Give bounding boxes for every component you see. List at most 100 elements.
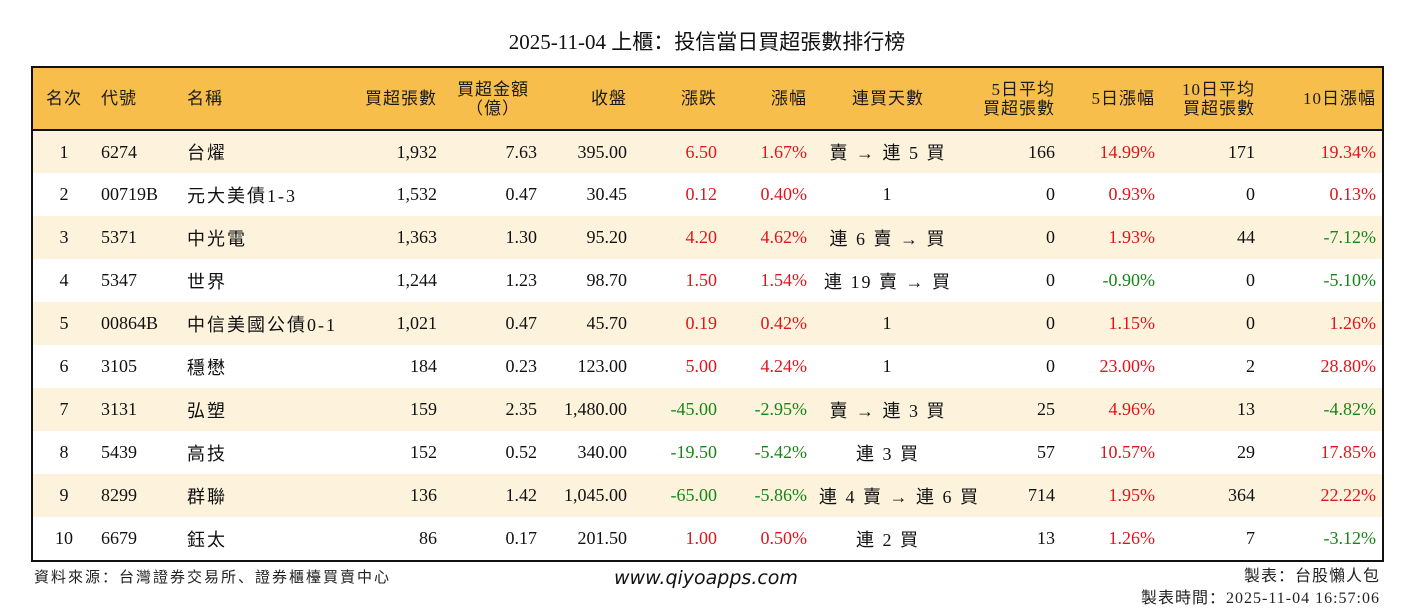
col-header-rank[interactable]: 名次 [46, 89, 82, 108]
cell-rank: 7 [59, 399, 69, 419]
table-row[interactable]: 6 3105 穩懋 184 0.23 123.00 5.00 4.24% 1 0 23.00% 2 28… [33, 345, 1382, 388]
cell-rank: 2 [59, 184, 69, 204]
col-header-net-buy-amount-line1: 買超金額 [457, 79, 529, 99]
table-row[interactable]: 7 3131 弘塑 159 2.35 1,480.00 -45.00 -2.95% 賣 → 連 … [33, 388, 1382, 431]
col-header-close[interactable]: 收盤 [591, 89, 627, 108]
cell-code: 5439 [101, 442, 137, 462]
table-row[interactable]: 9 8299 群聯 136 1.42 1,045.00 -65.00 -5.86% 連 4 賣 … [33, 474, 1382, 517]
cell-streak: 連 19 賣 → 買 [824, 271, 952, 292]
cell-rank: 3 [59, 227, 69, 247]
cell-net-buy-amount: 0.47 [505, 313, 538, 333]
cell-name: 弘塑 [187, 400, 227, 421]
cell-pct10: -4.82% [1323, 399, 1377, 419]
cell-streak: 1 [882, 184, 894, 204]
cell-change: -19.50 [670, 442, 718, 462]
cell-rank: 9 [59, 485, 69, 505]
cell-name: 元大美債1-3 [187, 185, 297, 206]
cell-name: 中信美國公債0-1 [187, 314, 337, 335]
col-header-avg5[interactable]: 5日平均 買超張數 [963, 68, 1061, 130]
cell-code: 00719B [101, 184, 159, 204]
cell-change-pct: 0.40% [760, 184, 808, 204]
cell-pct10: 19.34% [1320, 141, 1377, 162]
cell-net-buy-amount: 2.35 [505, 399, 538, 419]
col-header-avg5-line2: 買超張數 [983, 98, 1055, 118]
cell-change-pct: 0.50% [760, 528, 808, 548]
cell-close: 98.70 [586, 270, 628, 290]
cell-rank: 1 [59, 141, 69, 162]
table-row[interactable]: 2 00719B 元大美債1-3 1,532 0.47 30.45 0.12 0.40% 1 0 0… [33, 173, 1382, 216]
cell-pct5: 0.93% [1108, 184, 1156, 204]
cell-change-pct: 1.67% [760, 141, 808, 162]
col-header-pct5[interactable]: 5日漲幅 [1091, 89, 1155, 108]
cell-change: 5.00 [685, 356, 718, 376]
cell-avg10: 0 [1246, 184, 1255, 204]
table-row[interactable]: 3 5371 中光電 1,363 1.30 95.20 4.20 4.62% 連 6 賣 → 買… [33, 216, 1382, 259]
cell-net-buy-lots: 1,363 [396, 227, 438, 247]
cell-avg5: 0 [1046, 356, 1055, 376]
table-row[interactable]: 8 5439 高技 152 0.52 340.00 -19.50 -5.42% 連 3 買 57 1… [33, 431, 1382, 474]
cell-change: 0.19 [685, 313, 718, 333]
cell-avg5: 25 [1037, 399, 1055, 419]
cell-pct5: 1.95% [1108, 485, 1156, 505]
col-header-avg10[interactable]: 10日平均 買超張數 [1161, 68, 1261, 130]
cell-name: 台燿 [187, 143, 227, 163]
cell-rank: 6 [59, 356, 69, 376]
col-header-change[interactable]: 漲跌 [681, 89, 717, 108]
cell-net-buy-lots: 136 [410, 485, 437, 505]
table-row[interactable]: 4 5347 世界 1,244 1.23 98.70 1.50 1.54% 連 19 賣 → 買… [33, 259, 1382, 302]
cell-name: 穩懋 [187, 357, 227, 378]
col-header-change-pct[interactable]: 漲幅 [771, 89, 807, 108]
cell-change: 1.50 [685, 270, 718, 290]
ranking-table-container: 名次 代號 名稱 買超張數 買超金額 （億） 收盤 漲跌 漲幅 連買天數 5日平… [31, 66, 1384, 562]
cell-close: 340.00 [577, 442, 628, 462]
col-header-net-buy-lots[interactable]: 買超張數 [365, 89, 437, 108]
cell-code: 00864B [101, 313, 159, 333]
col-header-net-buy-amount[interactable]: 買超金額 （億） [443, 68, 543, 130]
generated-time: 製表時間：2025-11-04 16:57:06 [1141, 590, 1380, 607]
cell-change-pct: 4.24% [760, 356, 808, 376]
cell-pct5: -0.90% [1102, 270, 1156, 290]
cell-code: 6679 [101, 528, 137, 548]
cell-pct5: 4.96% [1108, 399, 1156, 419]
cell-change-pct: -2.95% [754, 399, 808, 419]
cell-code: 5347 [101, 270, 137, 290]
footer-credits: 製表：台股懶人包 製表時間：2025-11-04 16:57:06 [1141, 566, 1380, 610]
cell-pct10: 22.22% [1320, 485, 1377, 505]
cell-net-buy-lots: 1,932 [396, 141, 438, 162]
col-header-streak[interactable]: 連買天數 [852, 89, 924, 108]
cell-code: 6274 [101, 141, 137, 162]
cell-avg5: 57 [1037, 442, 1055, 462]
cell-change-pct: 1.54% [760, 270, 808, 290]
cell-avg5: 714 [1028, 485, 1055, 505]
cell-avg10: 2 [1246, 356, 1255, 376]
cell-net-buy-amount: 1.42 [505, 485, 538, 505]
cell-change: 6.50 [685, 141, 718, 162]
col-header-avg10-line2: 買超張數 [1183, 98, 1255, 118]
cell-pct5: 1.93% [1108, 227, 1156, 247]
website-link[interactable]: www.qiyoapps.com [614, 567, 798, 589]
cell-name: 高技 [187, 443, 227, 464]
cell-name: 群聯 [187, 486, 227, 507]
col-header-pct10[interactable]: 10日漲幅 [1303, 89, 1376, 108]
cell-pct10: 1.26% [1329, 313, 1377, 333]
cell-code: 5371 [101, 227, 137, 247]
col-header-name[interactable]: 名稱 [187, 89, 223, 108]
cell-net-buy-lots: 159 [410, 399, 437, 419]
data-source-note: 資料來源：台灣證券交易所、證券櫃檯買賣中心 [34, 570, 392, 586]
col-header-avg5-line1: 5日平均 [991, 79, 1055, 99]
table-row[interactable]: 10 6679 鈺太 86 0.17 201.50 1.00 0.50% 連 2 買 13 1.26… [33, 517, 1382, 560]
cell-streak: 連 2 買 [856, 529, 920, 550]
table-row[interactable]: 1 6274 台燿 1,932 7.63 395.00 6.50 1.67% 賣 → 連 5 買… [33, 130, 1382, 173]
cell-avg5: 0 [1046, 313, 1055, 333]
cell-pct5: 10.57% [1099, 442, 1156, 462]
cell-pct5: 23.00% [1099, 356, 1156, 376]
col-header-code[interactable]: 代號 [101, 89, 137, 108]
cell-avg10: 29 [1237, 442, 1255, 462]
cell-code: 8299 [101, 485, 137, 505]
cell-change-pct: -5.42% [754, 442, 808, 462]
cell-net-buy-amount: 0.47 [505, 184, 538, 204]
cell-pct10: -7.12% [1323, 227, 1377, 247]
cell-pct5: 1.15% [1108, 313, 1156, 333]
cell-pct10: -5.10% [1323, 270, 1377, 290]
table-row[interactable]: 5 00864B 中信美國公債0-1 1,021 0.47 45.70 0.19 0.42% 1… [33, 302, 1382, 345]
